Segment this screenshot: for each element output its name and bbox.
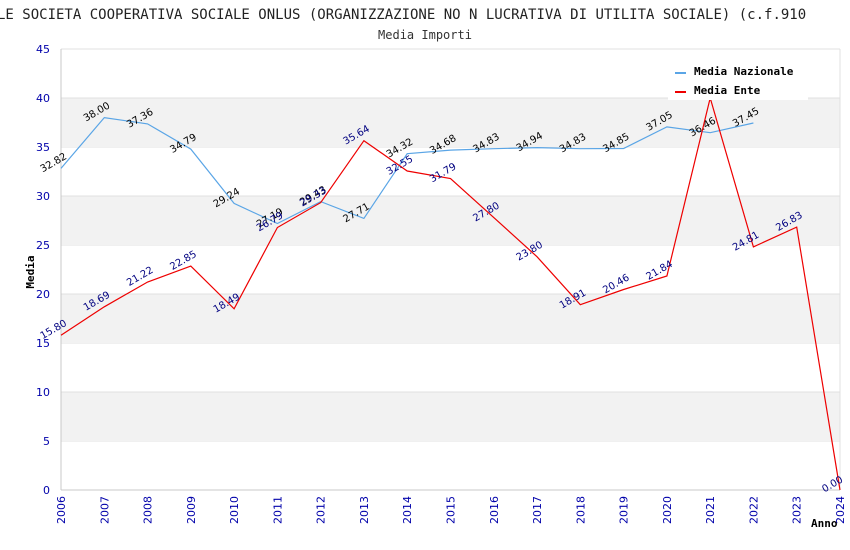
chart-title: LE SOCIETA COOPERATIVA SOCIALE ONLUS (OR… xyxy=(0,7,806,23)
data-label-media-ente: 0.00 xyxy=(820,475,845,496)
y-tick-label: 10 xyxy=(36,386,50,399)
legend-label-media-ente: Media Ente xyxy=(694,84,761,97)
grid-bands xyxy=(61,48,840,442)
y-tick-label: 5 xyxy=(43,435,50,448)
y-tick-label: 30 xyxy=(36,190,50,203)
grid-band xyxy=(61,196,840,245)
chart-subtitle: Media Importi xyxy=(378,28,472,42)
x-tick-label: 2014 xyxy=(401,496,414,524)
x-tick-label: 2022 xyxy=(747,496,760,524)
y-tick-label: 40 xyxy=(36,92,50,105)
grid-band xyxy=(61,392,840,441)
x-tick-label: 2011 xyxy=(271,496,284,524)
x-tick-label: 2013 xyxy=(358,496,371,524)
x-tick-label: 2021 xyxy=(704,496,717,524)
grid-band xyxy=(61,98,840,147)
x-tick-label: 2019 xyxy=(618,496,631,524)
plot-frame xyxy=(60,49,841,491)
series-line-media-nazionale xyxy=(60,116,754,225)
legend: Media Nazionale Media Ente xyxy=(668,58,808,100)
x-tick-label: 2012 xyxy=(315,496,328,524)
x-tick-label: 2006 xyxy=(55,496,68,524)
y-tick-label: 15 xyxy=(36,337,50,350)
legend-label-media-nazionale: Media Nazionale xyxy=(694,65,794,78)
x-axis-label: Anno xyxy=(811,517,838,530)
data-label-media-ente: 21.22 xyxy=(125,265,155,289)
data-label-media-nazionale: 32.82 xyxy=(39,151,69,175)
y-tick-label: 20 xyxy=(36,288,50,301)
x-tick-label: 2009 xyxy=(185,496,198,524)
y-tick-label: 45 xyxy=(36,43,50,56)
x-axis-ticks: 2006 2007 2008 2009 2010 2011 2012 2013 2014 2015… xyxy=(55,496,847,524)
y-axis-ticks: 0 5 10 15 20 25 30 35 40 45 xyxy=(36,43,50,497)
data-label-media-ente: 21.84 xyxy=(644,259,674,283)
y-tick-label: 0 xyxy=(43,484,50,497)
x-tick-label: 2010 xyxy=(228,496,241,524)
y-axis-label: Media xyxy=(24,255,37,288)
x-tick-label: 2015 xyxy=(445,496,458,524)
y-tick-label: 35 xyxy=(36,141,50,154)
x-tick-label: 2023 xyxy=(791,496,804,524)
x-tick-label: 2017 xyxy=(531,496,544,524)
x-tick-label: 2016 xyxy=(488,496,501,524)
grid-band xyxy=(61,294,840,343)
legend-background xyxy=(668,58,808,100)
x-tick-label: 2024 xyxy=(834,496,847,524)
x-tick-label: 2018 xyxy=(574,496,587,524)
x-tick-label: 2020 xyxy=(661,496,674,524)
y-tick-label: 25 xyxy=(36,239,50,252)
x-tick-label: 2008 xyxy=(142,496,155,524)
x-tick-label: 2007 xyxy=(98,496,111,524)
